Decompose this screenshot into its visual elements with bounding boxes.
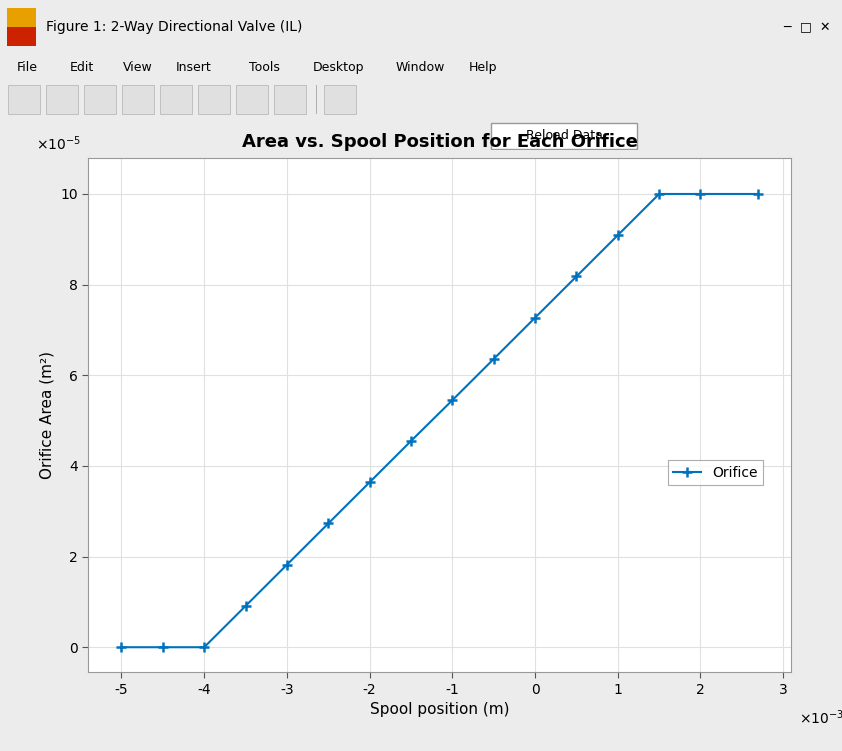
Text: Window: Window bbox=[396, 62, 445, 74]
Orifice bbox=[654, 189, 664, 198]
Text: View: View bbox=[123, 62, 152, 74]
Bar bbox=[7, 27, 36, 46]
Bar bbox=[316, 86, 317, 113]
Orifice bbox=[695, 189, 706, 198]
Orifice bbox=[572, 272, 582, 281]
Orifice bbox=[754, 189, 764, 198]
Orifice bbox=[613, 231, 623, 240]
Text: ─: ─ bbox=[784, 20, 791, 34]
Orifice bbox=[406, 436, 416, 445]
FancyBboxPatch shape bbox=[492, 123, 637, 149]
Title: Area vs. Spool Position for Each Orifice: Area vs. Spool Position for Each Orifice bbox=[242, 133, 638, 151]
Bar bbox=[160, 86, 192, 113]
Orifice bbox=[241, 602, 251, 611]
Bar bbox=[324, 86, 356, 113]
Text: Reload Data: Reload Data bbox=[525, 129, 603, 143]
Bar bbox=[46, 86, 78, 113]
Orifice bbox=[530, 313, 540, 322]
Text: Figure 1: 2-Way Directional Valve (IL): Figure 1: 2-Way Directional Valve (IL) bbox=[46, 20, 302, 34]
Orifice bbox=[365, 478, 375, 487]
Text: $\times 10^{-5}$: $\times 10^{-5}$ bbox=[36, 134, 82, 152]
Orifice bbox=[116, 643, 126, 652]
Line: Orifice: Orifice bbox=[117, 189, 763, 652]
Orifice bbox=[157, 643, 168, 652]
Text: ✕: ✕ bbox=[819, 20, 829, 34]
Bar bbox=[236, 86, 268, 113]
Orifice bbox=[282, 560, 292, 569]
Bar bbox=[122, 86, 154, 113]
Text: $\times 10^{-3}$: $\times 10^{-3}$ bbox=[798, 708, 842, 727]
Text: Insert: Insert bbox=[176, 62, 211, 74]
Legend: Orifice: Orifice bbox=[668, 460, 764, 485]
Text: Help: Help bbox=[469, 62, 498, 74]
Orifice bbox=[447, 396, 457, 405]
Bar bbox=[7, 8, 36, 46]
Text: □: □ bbox=[800, 20, 812, 34]
Text: File: File bbox=[17, 62, 38, 74]
Text: Edit: Edit bbox=[70, 62, 94, 74]
Text: Desktop: Desktop bbox=[312, 62, 364, 74]
Orifice bbox=[200, 643, 210, 652]
Bar bbox=[198, 86, 230, 113]
Orifice bbox=[323, 519, 333, 528]
X-axis label: Spool position (m): Spool position (m) bbox=[370, 702, 509, 717]
Orifice bbox=[488, 354, 498, 363]
Bar bbox=[8, 86, 40, 113]
Text: Tools: Tools bbox=[249, 62, 280, 74]
Bar bbox=[84, 86, 116, 113]
Bar bbox=[274, 86, 306, 113]
Y-axis label: Orifice Area (m²): Orifice Area (m²) bbox=[40, 351, 55, 479]
